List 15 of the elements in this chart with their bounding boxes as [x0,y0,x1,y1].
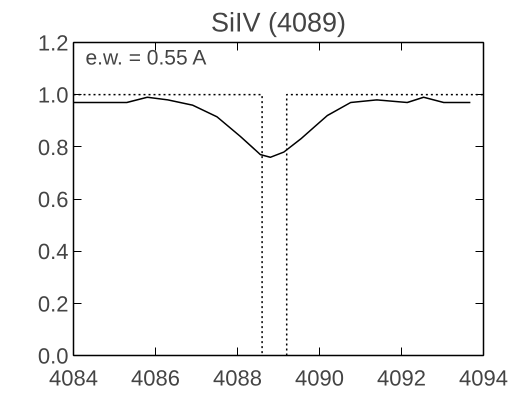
x-tick-label: 4088 [213,366,262,390]
chart-title: SiIV (4089) [210,8,346,38]
y-tick-label: 0.2 [38,291,69,316]
x-tick-label: 4094 [459,366,508,390]
y-tick-label: 1.0 [38,82,69,108]
annotation: e.w. = 0.55 A [86,46,206,70]
y-tick-label: 0.0 [38,344,69,368]
x-tick-label: 4092 [377,366,426,390]
x-tick-label: 4086 [131,366,180,390]
y-tick-label: 0.4 [38,239,69,264]
y-tick-label: 0.8 [38,134,69,160]
y-tick-label: 1.2 [38,30,69,56]
x-tick-label: 4090 [295,366,344,390]
x-tick-label: 4084 [49,366,98,390]
y-tick-label: 0.6 [38,187,69,212]
